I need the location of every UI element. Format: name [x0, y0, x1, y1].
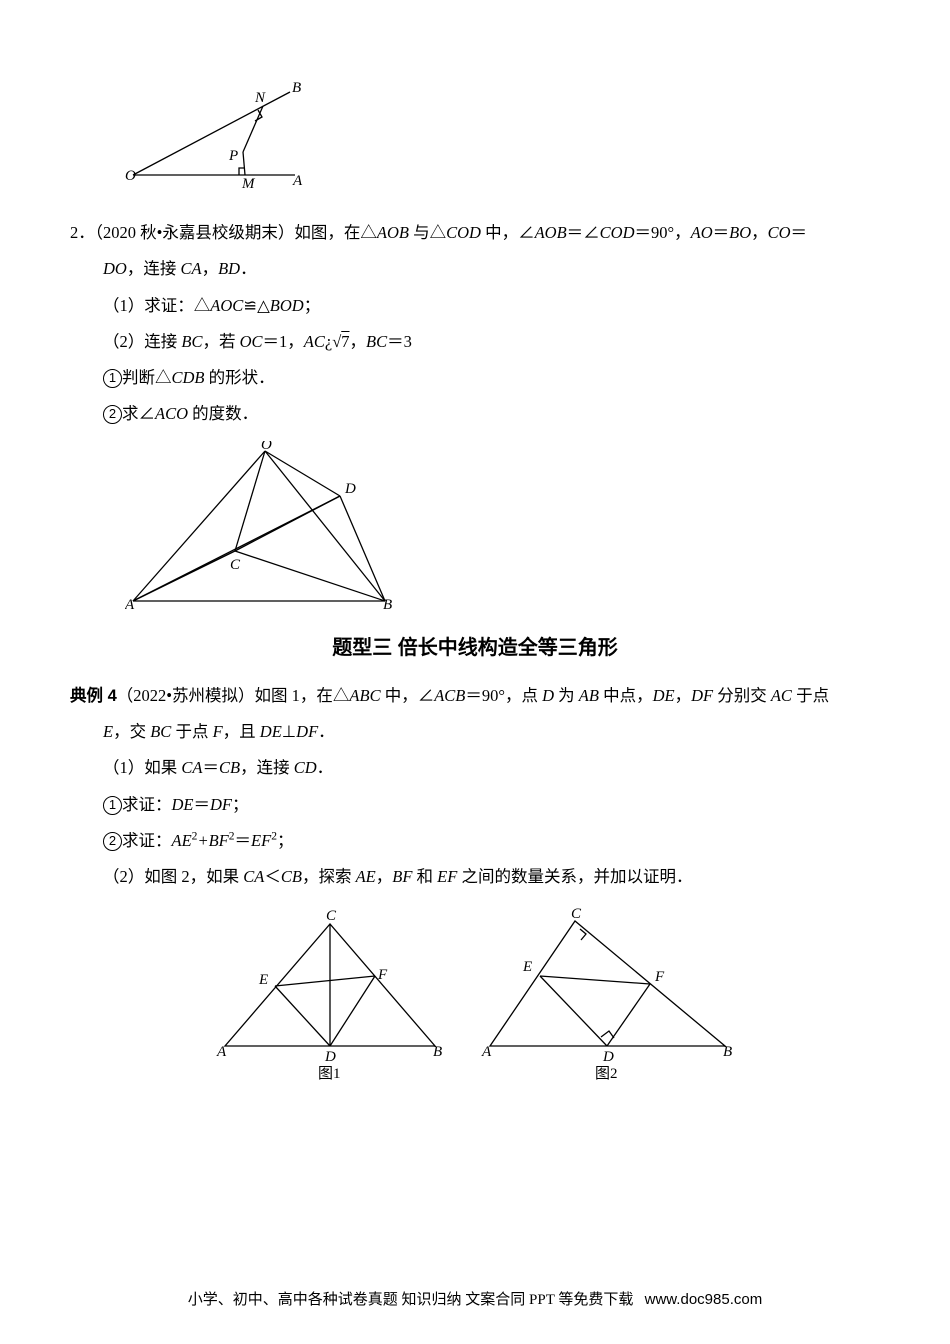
p2-line1: 2．（2020 秋•永嘉县校级期末）如图，在△AOB 与△COD 中，∠AOB＝…: [70, 215, 880, 251]
label-O: O: [261, 441, 272, 453]
svg-text:C: C: [326, 908, 337, 924]
svg-text:A: A: [216, 1044, 227, 1060]
section-3-title: 题型三 倍长中线构造全等三角形: [70, 631, 880, 660]
ex4-line1: 典例 4（2022•苏州模拟）如图 1，在△ABC 中，∠ACB＝90°，点 D…: [70, 678, 880, 714]
circle-2-icon: 2: [103, 832, 122, 851]
svg-text:B: B: [723, 1044, 732, 1060]
ex4-s2: 2求证：AE2+BF2＝EF2；: [70, 823, 880, 859]
ex4-line2: E，交 BC 于点 F，且 DE⊥DF．: [70, 714, 880, 750]
figure-2: A B O D C: [125, 441, 880, 616]
p2-q1: （1）求证：△AOC≌△BOD；: [70, 288, 880, 324]
problem-2: 2．（2020 秋•永嘉县校级期末）如图，在△AOB 与△COD 中，∠AOB＝…: [70, 215, 880, 433]
ex4-q1: （1）如果 CA＝CB，连接 CD．: [70, 750, 880, 786]
p2-num: 2．: [70, 223, 95, 242]
page: O A B M N P 2．（2020 秋•永嘉县校级期末）如图，在△AOB 与…: [0, 0, 950, 1344]
figure-3: A B C D E F 图1 A B C D: [70, 906, 880, 1086]
label-A: A: [125, 597, 135, 611]
caption-2: 图2: [595, 1065, 618, 1081]
circle-2-icon: 2: [103, 405, 122, 424]
p2-s1: 1判断△CDB 的形状．: [70, 360, 880, 396]
circle-1-icon: 1: [103, 369, 122, 388]
svg-text:D: D: [324, 1049, 336, 1065]
svg-text:E: E: [258, 972, 268, 988]
label-O: O: [125, 168, 136, 184]
svg-text:C: C: [571, 906, 582, 922]
ex4-head: 典例 4: [70, 687, 117, 705]
ex4-q2: （2）如图 2，如果 CA＜CB，探索 AE，BF 和 EF 之间的数量关系，并…: [70, 859, 880, 895]
circle-1-icon: 1: [103, 796, 122, 815]
svg-text:E: E: [522, 959, 532, 975]
label-A: A: [292, 173, 303, 189]
figure-1: O A B M N P: [125, 80, 880, 195]
label-N: N: [254, 90, 266, 106]
label-M: M: [241, 176, 256, 190]
ex4-s1: 1求证：DE＝DF；: [70, 787, 880, 823]
svg-text:F: F: [377, 967, 388, 983]
p2-q2: （2）连接 BC，若 OC＝1，AC¿√7，BC＝3: [70, 324, 880, 360]
footer-url: www.doc985.com: [645, 1291, 763, 1308]
caption-1: 图1: [318, 1065, 341, 1081]
example-4: 典例 4（2022•苏州模拟）如图 1，在△ABC 中，∠ACB＝90°，点 D…: [70, 678, 880, 896]
svg-text:D: D: [602, 1049, 614, 1065]
svg-text:B: B: [433, 1044, 442, 1060]
svg-text:F: F: [654, 969, 665, 985]
p2-s2: 2求∠ACO 的度数．: [70, 396, 880, 432]
svg-text:A: A: [481, 1044, 492, 1060]
label-B: B: [292, 80, 301, 96]
p2-line2: DO，连接 CA，BD．: [70, 251, 880, 287]
label-D: D: [344, 481, 356, 497]
footer: 小学、初中、高中各种试卷真题 知识归纳 文案合同 PPT 等免费下载 www.d…: [0, 1288, 950, 1309]
label-B: B: [383, 597, 392, 611]
label-P: P: [228, 148, 238, 164]
footer-text: 小学、初中、高中各种试卷真题 知识归纳 文案合同 PPT 等免费下载: [188, 1292, 634, 1308]
label-C: C: [230, 557, 241, 573]
